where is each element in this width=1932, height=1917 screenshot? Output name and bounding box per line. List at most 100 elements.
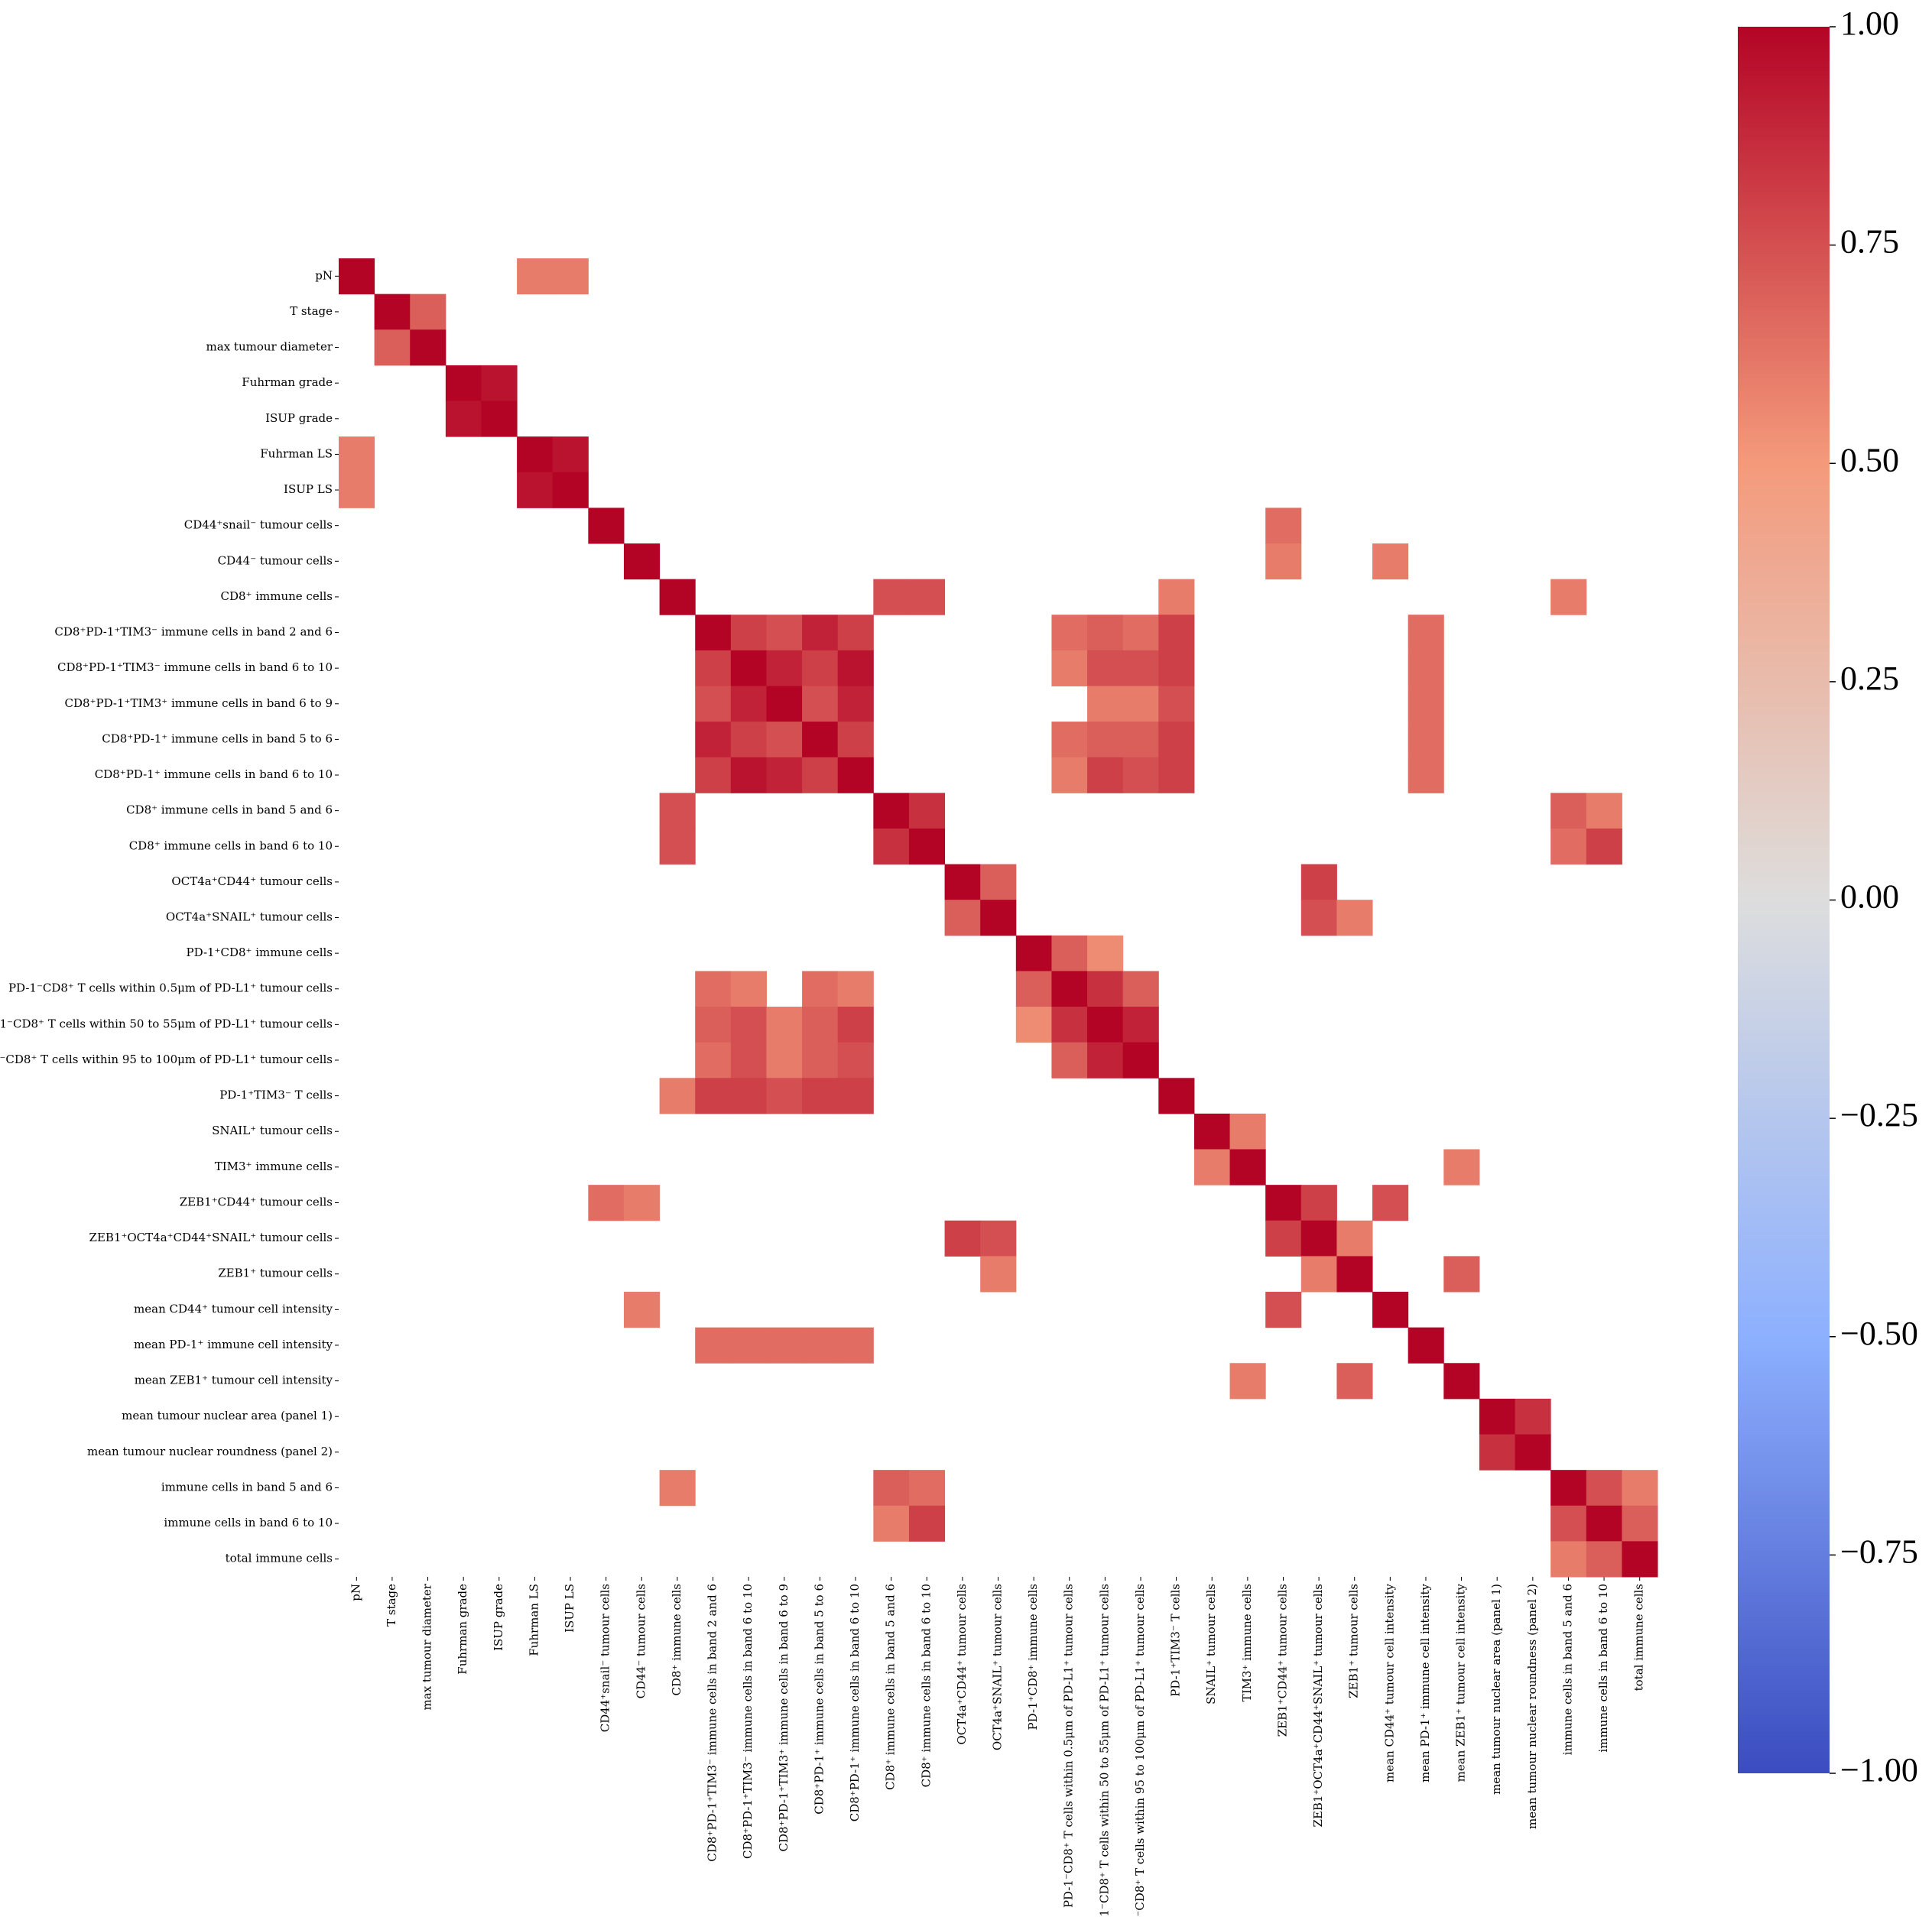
heatmap-cell bbox=[980, 864, 1017, 900]
x-tick-label: ISUP grade bbox=[492, 1584, 505, 1651]
heatmap-cell bbox=[1122, 650, 1159, 686]
heatmap-cell bbox=[1122, 722, 1159, 758]
heatmap-cell bbox=[1229, 1363, 1266, 1400]
heatmap-cell bbox=[1300, 1256, 1337, 1293]
y-tick-label: ISUP LS bbox=[284, 482, 333, 496]
heatmap-cell bbox=[766, 1327, 803, 1364]
x-tick-label: CD8⁺ immune cells in band 5 and 6 bbox=[884, 1584, 898, 1790]
heatmap-cell bbox=[730, 1327, 767, 1364]
x-tick-label: PD-1⁻CD8⁺ T cells within 50 to 55μm of P… bbox=[1097, 1584, 1111, 1917]
y-tick-label: CD44⁺snail⁻ tumour cells bbox=[184, 518, 333, 532]
heatmap-cell bbox=[445, 365, 482, 401]
heatmap-cell bbox=[1122, 615, 1159, 651]
x-tick-label: ZEB1⁺CD44⁺ tumour cells bbox=[1275, 1584, 1289, 1737]
colorbar-tick-label: 1.00 bbox=[1840, 5, 1899, 42]
y-tick-label: PD-1⁻CD8⁺ T cells within 95 to 100μm of … bbox=[0, 1053, 333, 1066]
heatmap-cell bbox=[1408, 650, 1444, 686]
heatmap-cell bbox=[695, 1327, 732, 1364]
heatmap-cell bbox=[1122, 1042, 1159, 1079]
y-tick-label: Fuhrman LS bbox=[260, 446, 333, 460]
heatmap-cell bbox=[445, 401, 482, 437]
heatmap-cell bbox=[766, 686, 803, 722]
heatmap-cell bbox=[1550, 579, 1587, 615]
heatmap-cell bbox=[766, 1042, 803, 1079]
heatmap-cell bbox=[1087, 722, 1124, 758]
heatmap-cell bbox=[659, 1078, 696, 1114]
heatmap-cell bbox=[1015, 971, 1052, 1007]
heatmap-cell bbox=[695, 722, 732, 758]
y-tick-label: OCT4a⁺CD44⁺ tumour cells bbox=[171, 874, 333, 888]
x-tick-label: ZEB1⁺OCT4a⁺CD44⁺SNAIL⁺ tumour cells bbox=[1311, 1584, 1325, 1827]
x-tick-label: max tumour diameter bbox=[420, 1583, 434, 1710]
x-tick-label: immune cells in band 5 and 6 bbox=[1560, 1584, 1574, 1755]
heatmap-cell bbox=[1550, 1505, 1587, 1542]
y-tick-label: total immune cells bbox=[226, 1552, 333, 1565]
heatmap-cell bbox=[339, 258, 375, 295]
x-tick-label: total immune cells bbox=[1632, 1584, 1646, 1691]
heatmap-cell bbox=[659, 828, 696, 865]
y-tick-label: max tumour diameter bbox=[206, 340, 333, 354]
heatmap-cell bbox=[552, 258, 589, 295]
heatmap-cell bbox=[1087, 686, 1124, 722]
x-tick-label: CD8⁺PD-1⁺ immune cells in band 6 to 10 bbox=[848, 1584, 862, 1821]
heatmap-cell bbox=[1479, 1398, 1516, 1435]
heatmap-cell bbox=[374, 329, 411, 366]
y-tick-label: pN bbox=[315, 268, 333, 282]
y-tick-label: CD8⁺PD-1⁺TIM3⁻ immune cells in band 6 to… bbox=[57, 660, 333, 674]
heatmap-cell bbox=[588, 1185, 625, 1221]
heatmap-cell bbox=[802, 1007, 839, 1043]
heatmap-cell bbox=[1051, 757, 1088, 793]
heatmap-cell bbox=[766, 650, 803, 686]
heatmap-cell bbox=[802, 971, 839, 1007]
y-tick-label: mean ZEB1⁺ tumour cell intensity bbox=[135, 1374, 333, 1387]
heatmap-cell bbox=[837, 686, 874, 722]
y-tick-label: ISUP grade bbox=[265, 411, 333, 425]
x-tick-label: CD8⁺PD-1⁺TIM3⁺ immune cells in band 6 to… bbox=[777, 1584, 791, 1851]
heatmap-cell bbox=[802, 650, 839, 686]
heatmap-cell bbox=[1158, 650, 1195, 686]
y-tick-label: CD8⁺ immune cells in band 6 to 10 bbox=[129, 838, 333, 852]
heatmap-cell bbox=[1372, 1292, 1409, 1328]
heatmap-cell bbox=[1408, 686, 1444, 722]
heatmap-cell bbox=[837, 1078, 874, 1114]
heatmap-cell bbox=[1408, 615, 1444, 651]
y-tick-label: CD8⁺PD-1⁺TIM3⁺ immune cells in band 6 to… bbox=[65, 696, 333, 710]
colorbar-tick-label: −0.50 bbox=[1840, 1315, 1918, 1352]
heatmap-cell bbox=[1336, 900, 1373, 936]
heatmap-cell bbox=[695, 686, 732, 722]
y-tick-label: T stage bbox=[290, 304, 333, 318]
heatmap-cell bbox=[873, 793, 910, 829]
heatmap-cell bbox=[730, 722, 767, 758]
x-tick-label: CD8⁺PD-1⁺TIM3⁻ immune cells in band 6 to… bbox=[741, 1584, 755, 1859]
heatmap-cell bbox=[1158, 757, 1195, 793]
heatmap-cell bbox=[695, 971, 732, 1007]
heatmap-cell bbox=[1550, 1541, 1587, 1578]
heatmap-cell bbox=[1265, 1292, 1302, 1328]
heatmap-cell bbox=[623, 543, 661, 580]
heatmap-cell bbox=[695, 757, 732, 793]
heatmap-cell bbox=[1515, 1434, 1551, 1471]
heatmap-cell bbox=[1443, 1149, 1480, 1186]
heatmap-cell bbox=[730, 757, 767, 793]
heatmap-cell bbox=[1051, 971, 1088, 1007]
heatmap-cell bbox=[1622, 1541, 1658, 1578]
heatmap-cell bbox=[339, 472, 375, 508]
heatmap-cell bbox=[944, 900, 981, 936]
heatmap-cell bbox=[1229, 1149, 1266, 1186]
heatmap-cell bbox=[1550, 828, 1587, 865]
heatmap-cell bbox=[1087, 757, 1124, 793]
y-tick-label: TIM3⁺ immune cells bbox=[215, 1160, 333, 1173]
heatmap-cell bbox=[481, 365, 518, 401]
heatmap-cell bbox=[1087, 1042, 1124, 1079]
heatmap-cell bbox=[1372, 1185, 1409, 1221]
heatmap-cell bbox=[837, 1007, 874, 1043]
x-tick-label: T stage bbox=[385, 1584, 398, 1627]
heatmap-cell bbox=[1372, 543, 1409, 580]
heatmap-cell bbox=[517, 472, 554, 508]
x-tick-label: ISUP LS bbox=[563, 1584, 576, 1633]
heatmap-cell bbox=[410, 329, 446, 366]
x-tick-label: PD-1⁻CD8⁺ T cells within 0.5μm of PD-L1⁺… bbox=[1062, 1584, 1076, 1908]
x-tick-label: OCT4a⁺SNAIL⁺ tumour cells bbox=[991, 1584, 1005, 1750]
heatmap-cell bbox=[517, 258, 554, 295]
x-tick-label: pN bbox=[349, 1584, 362, 1601]
